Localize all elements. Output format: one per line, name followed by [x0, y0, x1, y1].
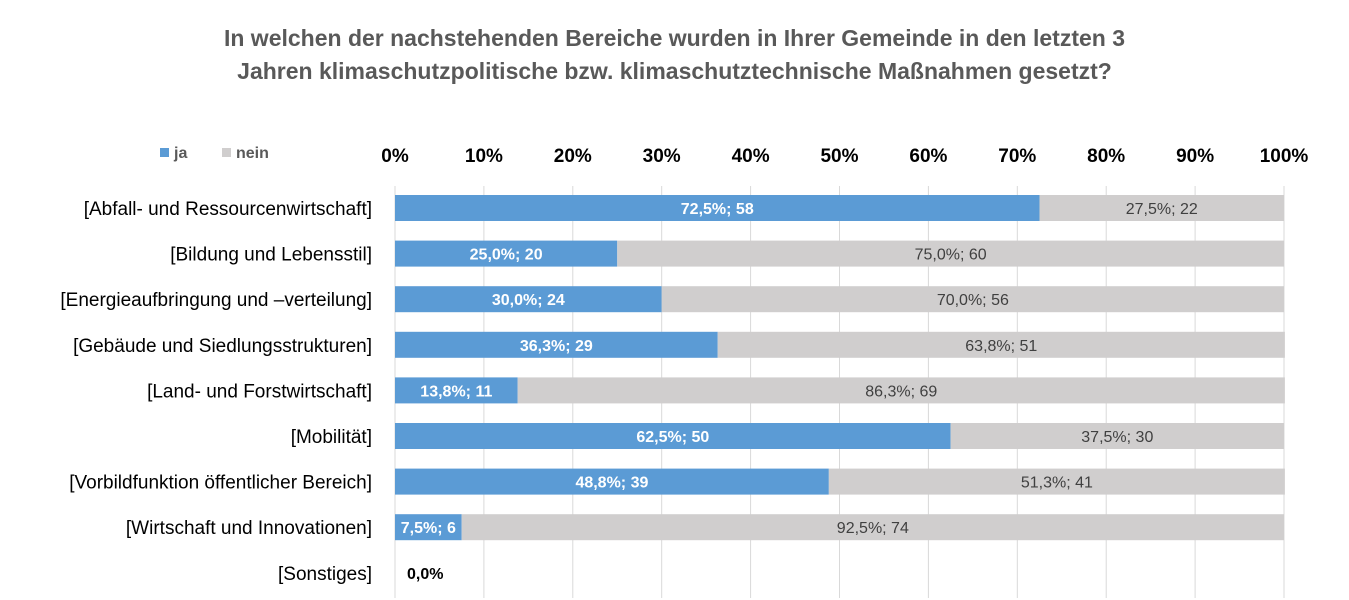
category-label: [Abfall- und Ressourcenwirtschaft] [84, 199, 372, 220]
bar-ja [395, 331, 718, 358]
bar-ja [395, 514, 462, 541]
bar-ja [395, 468, 829, 495]
bar-nein [950, 423, 1284, 449]
data-label-ja: 72,5%; 58 [681, 201, 754, 218]
data-label-nein: 92,5%; 74 [837, 520, 909, 537]
legend-swatch-ja [160, 148, 169, 157]
data-label-nein: 51,3%; 41 [1021, 475, 1093, 492]
x-tick-label: 60% [909, 146, 947, 167]
x-tick-label: 90% [1176, 146, 1214, 167]
category-label: [Land- und Forstwirtschaft] [147, 381, 372, 402]
bar-ja [395, 377, 518, 404]
bar-nein [1039, 195, 1284, 221]
x-tick-label: 20% [554, 146, 592, 167]
data-label-ja: 13,8%; 11 [420, 383, 492, 400]
data-label-ja: 30,0%; 24 [492, 292, 565, 309]
category-label: [Energieaufbringung und –verteilung] [60, 290, 372, 311]
x-tick-label: 80% [1087, 146, 1125, 167]
x-tick-label: 30% [643, 146, 681, 167]
x-tick-label: 10% [465, 146, 503, 167]
data-label-ja: 48,8%; 39 [575, 475, 648, 492]
legend-label-nein: nein [236, 145, 269, 162]
category-label: [Sonstiges] [278, 564, 372, 585]
legend-label-ja: ja [173, 145, 187, 162]
data-label-nein: 75,0%; 60 [915, 247, 987, 264]
bar-nein [661, 286, 1284, 313]
bar-nein [828, 468, 1285, 495]
category-label: [Vorbildfunktion öffentlicher Bereich] [69, 473, 372, 494]
category-label: [Bildung und Lebensstil] [170, 245, 372, 266]
x-tick-label: 0% [381, 146, 409, 167]
bar-nein [517, 377, 1285, 404]
bar-nein [617, 240, 1284, 267]
data-label-ja: 7,5%; 6 [401, 520, 456, 537]
data-label-nein: 70,0%; 56 [937, 292, 1009, 309]
data-label-ja: 25,0%; 20 [470, 247, 543, 264]
bar-nein [461, 514, 1284, 541]
category-label: [Gebäude und Siedlungsstrukturen] [73, 336, 372, 357]
bar-ja [395, 240, 618, 267]
data-label-ja: 0,0% [407, 566, 443, 583]
data-label-ja: 36,3%; 29 [520, 338, 593, 355]
bar-ja [395, 195, 1040, 221]
data-label-nein: 86,3%; 69 [865, 383, 937, 400]
data-label-ja: 62,5%; 50 [636, 429, 709, 446]
x-tick-label: 70% [998, 146, 1036, 167]
x-tick-label: 50% [820, 146, 858, 167]
bar-ja [395, 286, 662, 313]
bar-ja [395, 423, 951, 449]
chart-title: In welchen der nachstehenden Bereiche wu… [0, 22, 1349, 88]
bar-nein [717, 331, 1285, 358]
data-label-nein: 63,8%; 51 [965, 338, 1037, 355]
chart-title-line-2: Jahren klimaschutzpolitische bzw. klimas… [237, 58, 1112, 84]
legend-swatch-nein [222, 148, 231, 157]
category-label: [Mobilität] [291, 427, 372, 448]
x-tick-label: 40% [732, 146, 770, 167]
chart-title-line-1: In welchen der nachstehenden Bereiche wu… [223, 25, 1126, 51]
category-label: [Wirtschaft und Innovationen] [126, 518, 372, 539]
data-label-nein: 37,5%; 30 [1081, 429, 1153, 446]
data-label-nein: 27,5%; 22 [1126, 201, 1198, 218]
x-tick-label: 100% [1260, 146, 1309, 167]
